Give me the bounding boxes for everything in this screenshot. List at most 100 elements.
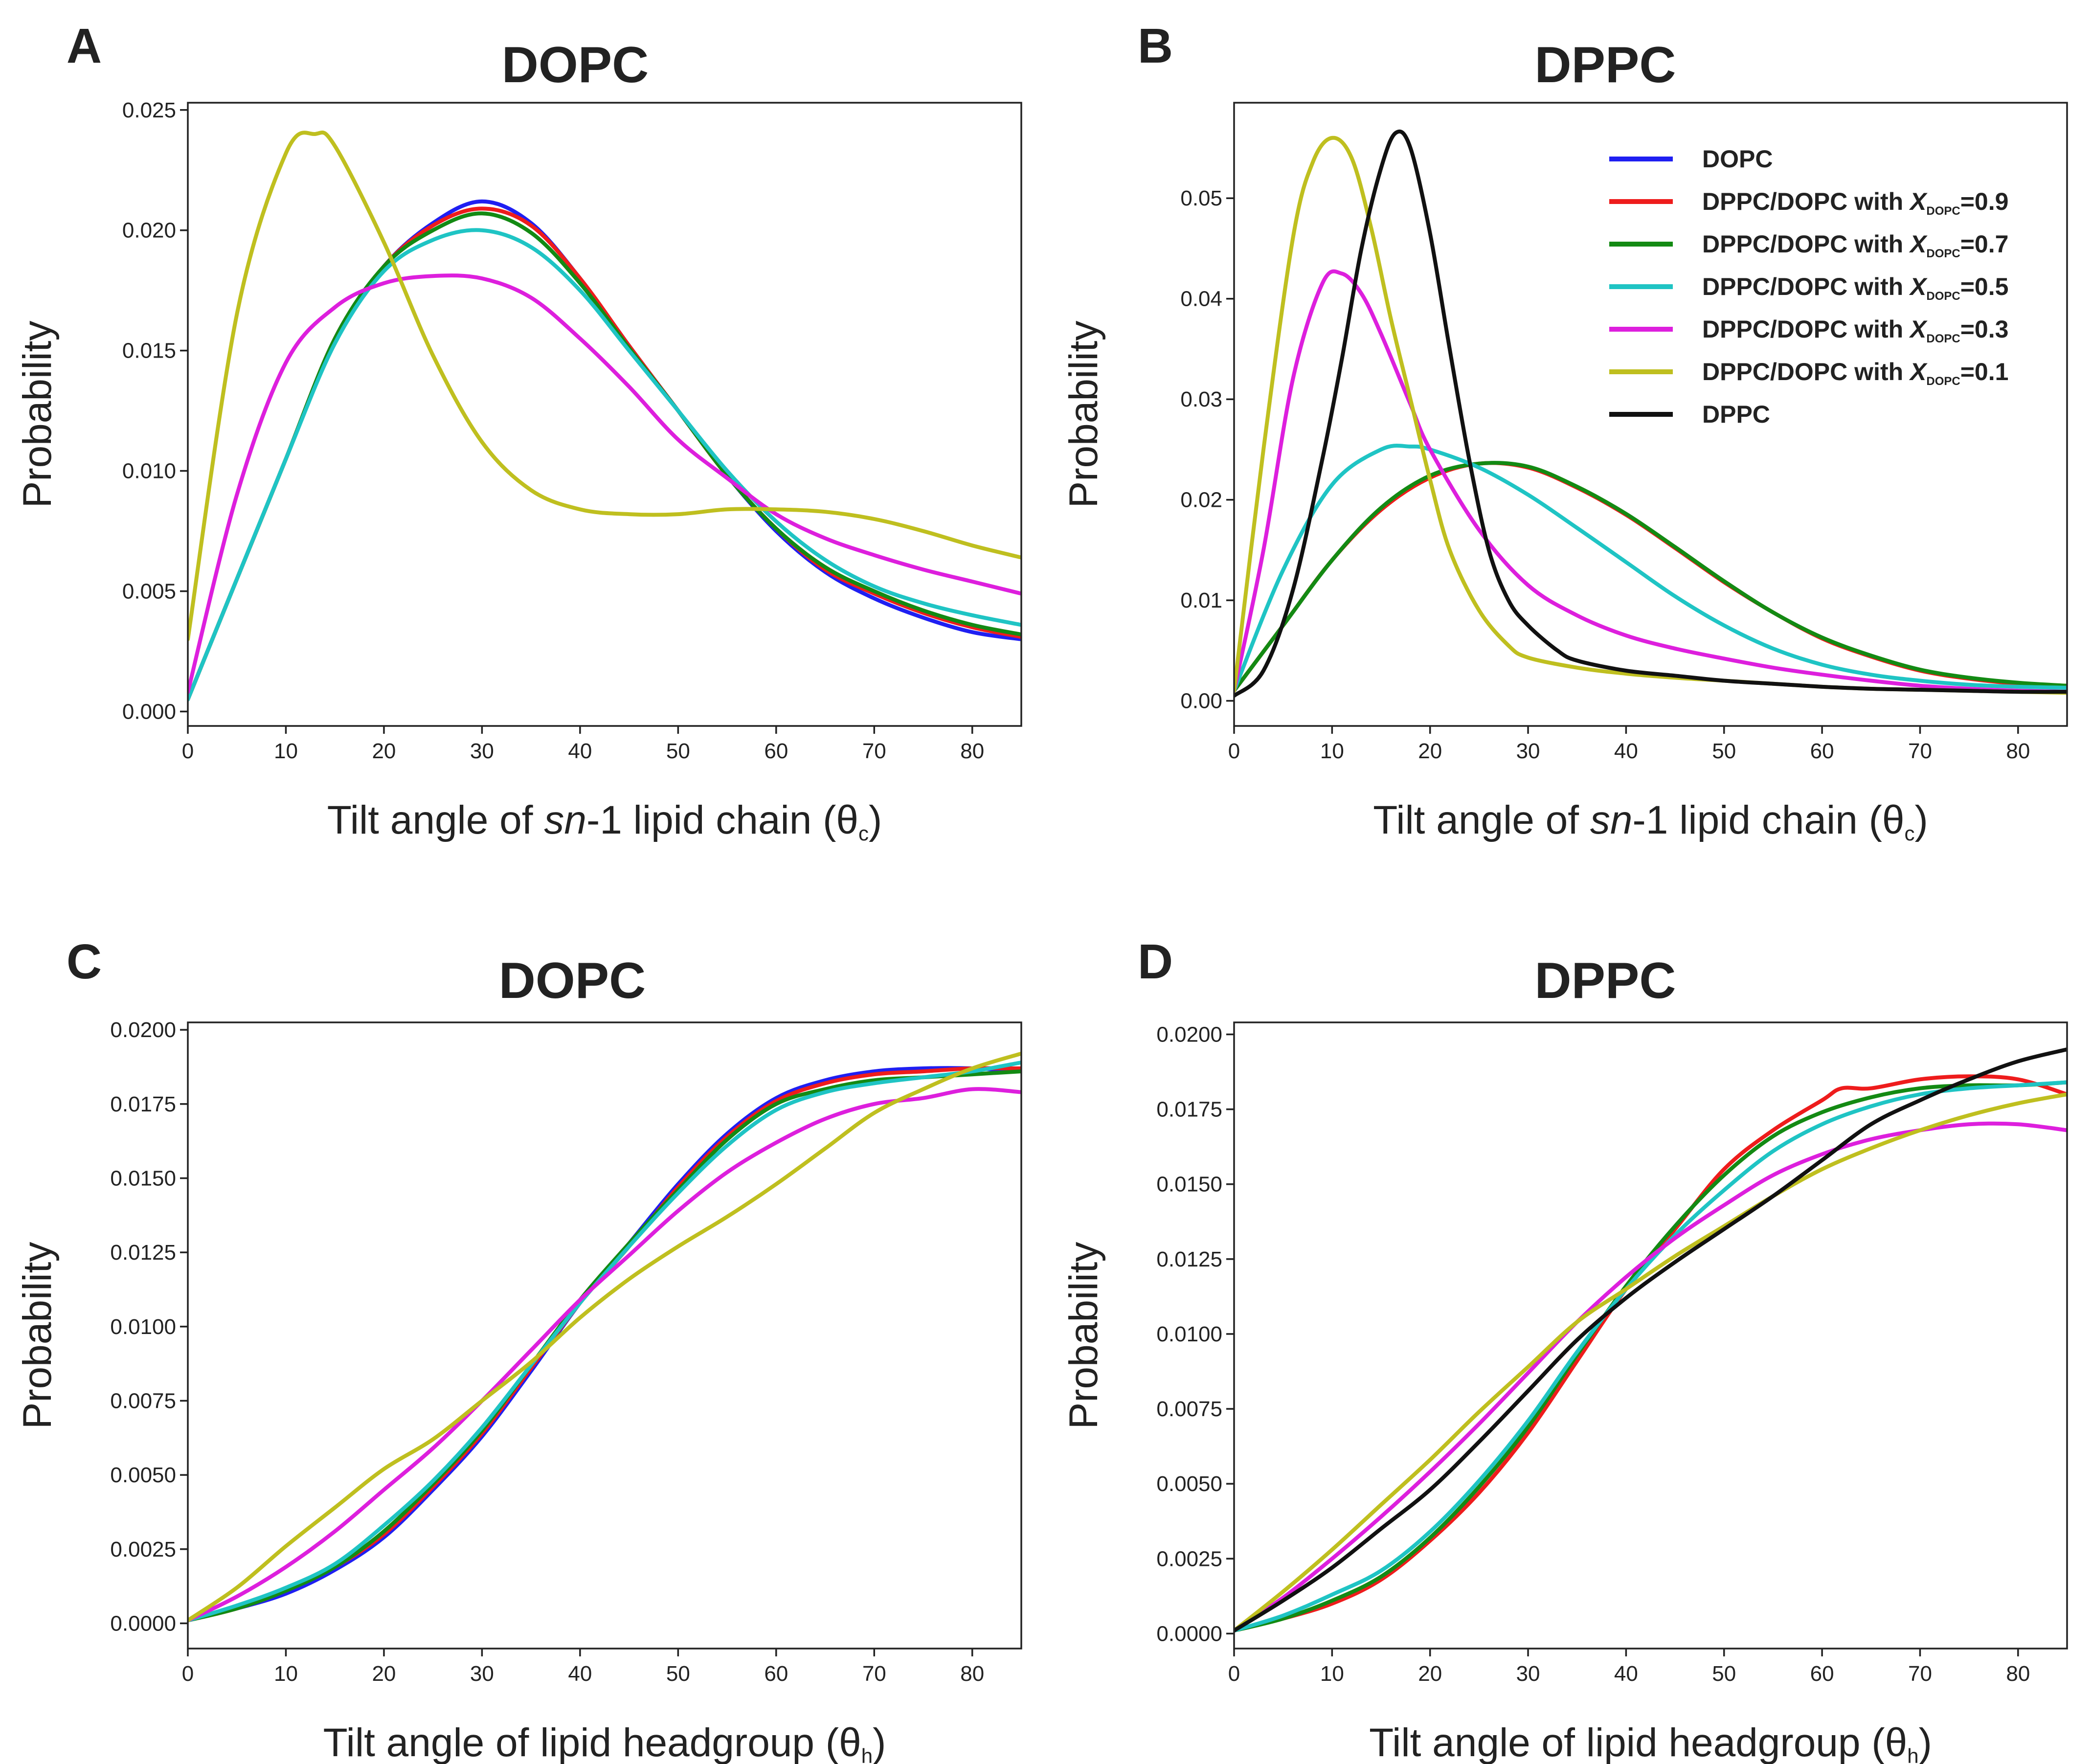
x-tick-label: 10 <box>274 739 298 763</box>
x-tick-label: 60 <box>764 1662 788 1686</box>
x-tick-label: 60 <box>1810 1662 1834 1686</box>
series-line-x05 <box>1234 1080 2067 1633</box>
x-label-text: Tilt angle of <box>327 798 544 842</box>
panel-title: DPPC <box>1535 37 1676 93</box>
x-tick-label: 40 <box>568 739 592 763</box>
x-tick-label: 0 <box>1228 739 1240 763</box>
panel-letter: D <box>1138 934 1173 989</box>
legend-label-subscript: DOPC <box>1926 204 1960 218</box>
legend-item-x09: DPPC/DOPC with XDOPC=0.9 <box>1609 188 2008 218</box>
x-label-subscript: h <box>861 1744 873 1764</box>
legend-label: DPPC/DOPC with XDOPC=0.7 <box>1702 230 2008 260</box>
x-label-text: Tilt angle of lipid headgroup (θ <box>323 1720 861 1764</box>
y-tick-label: 0.0125 <box>110 1241 176 1265</box>
x-tick-label: 20 <box>372 739 396 763</box>
y-tick-label: 0.0025 <box>1156 1547 1222 1571</box>
x-tick-label: 80 <box>960 739 984 763</box>
x-label-subscript: c <box>858 822 869 845</box>
series-line-dppc <box>1234 129 2067 698</box>
series-line-x05 <box>188 228 1021 701</box>
y-tick-label: 0.0200 <box>110 1018 176 1042</box>
legend-label: DPPC/DOPC with XDOPC=0.3 <box>1702 316 2008 345</box>
legend-label-text: =0.7 <box>1960 230 2009 258</box>
x-axis-label: Tilt angle of lipid headgroup (θh) <box>1369 1720 1932 1764</box>
plot-frame <box>187 1021 1022 1650</box>
panel-letter: B <box>1138 19 1173 73</box>
y-tick-label: 0.02 <box>1180 488 1222 512</box>
y-axis-label: Probability <box>1061 1242 1106 1429</box>
y-tick-label: 0.0175 <box>1156 1098 1222 1122</box>
y-tick-label: 0.0050 <box>1156 1472 1222 1496</box>
legend-label-text: =0.9 <box>1960 188 2009 215</box>
legend-label: DPPC/DOPC with XDOPC=0.9 <box>1702 188 2008 218</box>
y-tick-label: 0.005 <box>122 580 176 604</box>
legend-label-italic: X <box>1909 230 1928 258</box>
series-line-x01 <box>188 1051 1021 1623</box>
y-tick-label: 0.0100 <box>110 1315 176 1339</box>
legend-item-dppc: DPPC <box>1609 401 1770 428</box>
x-tick-label: 80 <box>960 1662 984 1686</box>
y-tick-label: 0.0100 <box>1156 1322 1222 1346</box>
y-tick-label: 0.010 <box>122 459 176 483</box>
y-tick-label: 0.05 <box>1180 186 1222 210</box>
y-tick-label: 0.0200 <box>1156 1022 1222 1046</box>
legend-label: DPPC/DOPC with XDOPC=0.1 <box>1702 358 2008 388</box>
x-tick-label: 20 <box>1418 739 1442 763</box>
series-line-x07 <box>1234 1080 2067 1633</box>
legend-label: DOPC <box>1702 145 1773 173</box>
y-tick-label: 0.0075 <box>1156 1397 1222 1421</box>
x-label-subscript: c <box>1905 822 1915 845</box>
legend-item-dopc: DOPC <box>1609 145 1773 173</box>
y-tick-label: 0.015 <box>122 339 176 363</box>
x-tick-label: 0 <box>182 1662 194 1686</box>
series-line-x03 <box>188 273 1021 695</box>
series-line-x07 <box>188 1069 1021 1623</box>
y-tick-label: 0.020 <box>122 219 176 243</box>
x-label-italic: sn <box>1590 798 1633 842</box>
plot-frame <box>1233 1021 2068 1650</box>
x-label-text: -1 lipid chain (θ <box>586 798 858 842</box>
x-tick-label: 70 <box>862 739 886 763</box>
y-tick-label: 0.025 <box>122 98 176 122</box>
plot-frame <box>187 102 1022 727</box>
panel-d: D DPPC 0 10 20 30 40 50 60 70 80 0.0000 0.0025 0.0050… <box>1061 934 2068 1764</box>
x-label-text: -1 lipid chain (θ <box>1632 798 1904 842</box>
x-tick-label: 20 <box>372 1662 396 1686</box>
series-line-x01 <box>1234 1092 2067 1633</box>
y-tick-label: 0.03 <box>1180 387 1222 411</box>
series-line-x03 <box>1234 269 2067 694</box>
y-tick-label: 0.0050 <box>110 1463 176 1487</box>
panel-letter: C <box>67 934 102 989</box>
y-tick-label: 0.01 <box>1180 588 1222 612</box>
y-tick-label: 0.000 <box>122 700 176 724</box>
plot-frame <box>1233 102 2068 727</box>
panel-b: B DPPC 0 10 20 30 40 50 60 70 80 0.00 0.01 0.02 0.03 0.… <box>1061 19 2068 845</box>
panel-c: C DOPC 0 10 20 30 40 50 60 70 80 0.0000 0.0025 0.0050… <box>15 934 1022 1764</box>
y-tick-label: 0.00 <box>1180 689 1222 713</box>
x-tick-label: 30 <box>1516 1662 1540 1686</box>
y-axis-label: Probability <box>15 321 60 508</box>
x-label-subscript: h <box>1907 1744 1918 1764</box>
legend-label-italic: X <box>1909 273 1928 300</box>
series-line-x01 <box>188 131 1021 641</box>
y-tick-label: 0.0025 <box>110 1538 176 1561</box>
x-tick-label: 50 <box>666 739 690 763</box>
series-group <box>1234 129 2067 698</box>
x-tick-label: 50 <box>1712 1662 1736 1686</box>
x-tick-label: 80 <box>2006 739 2030 763</box>
x-tick-label: 0 <box>182 739 194 763</box>
legend-label-text: DPPC/DOPC with <box>1702 188 1910 215</box>
legend-item-x01: DPPC/DOPC with XDOPC=0.1 <box>1609 358 2008 388</box>
x-tick-label: 50 <box>1712 739 1736 763</box>
x-tick-label: 70 <box>1908 1662 1932 1686</box>
legend-label-italic: X <box>1909 316 1928 343</box>
y-axis-label: Probability <box>1061 321 1106 508</box>
y-tick-label: 0.0125 <box>1156 1247 1222 1271</box>
x-tick-label: 40 <box>1614 739 1638 763</box>
x-axis-label: Tilt angle of lipid headgroup (θh) <box>323 1720 886 1764</box>
series-line-x05 <box>1234 444 2067 693</box>
